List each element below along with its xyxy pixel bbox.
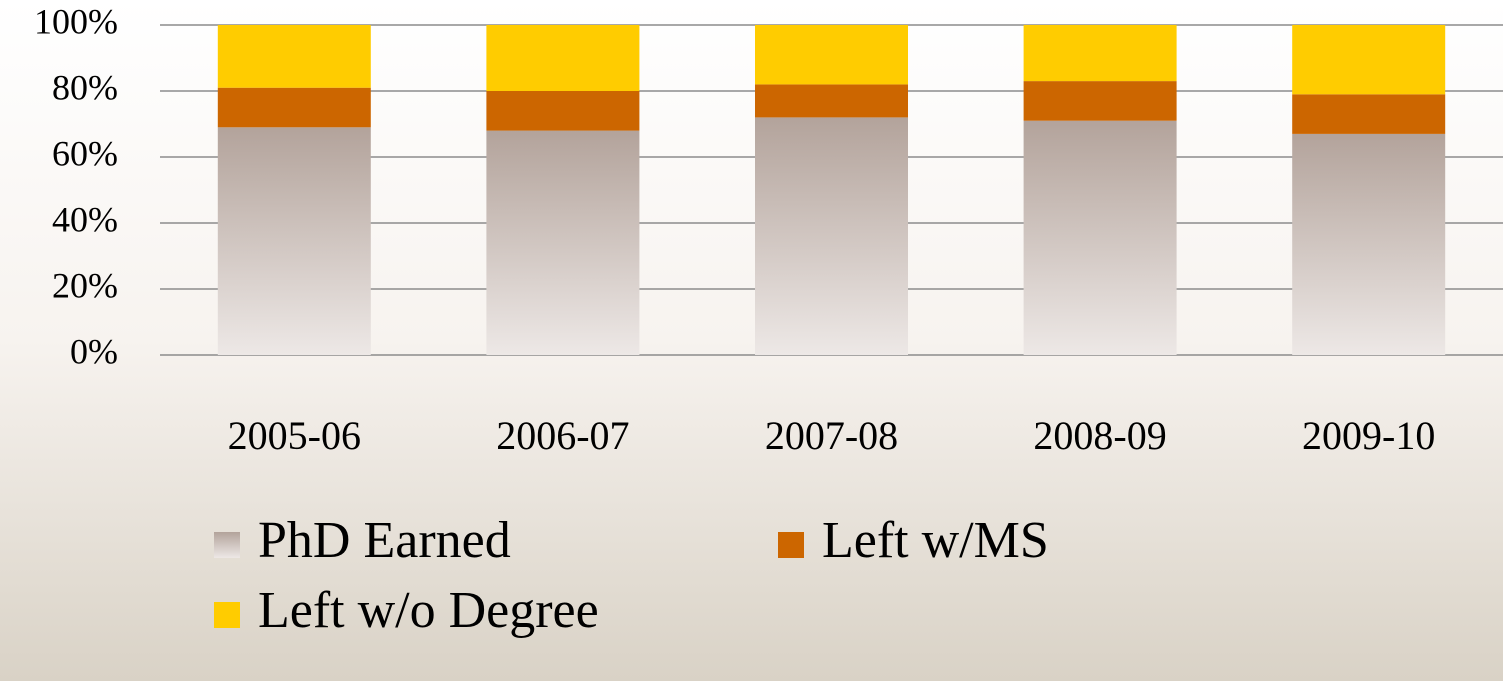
y-tick-label: 40% — [52, 199, 118, 239]
legend-swatch — [778, 532, 804, 558]
y-tick-label: 20% — [52, 265, 118, 305]
bar-segment — [486, 25, 640, 91]
bar-segment — [755, 25, 908, 85]
bar-segment — [755, 117, 908, 356]
bar-segment — [1023, 120, 1177, 355]
bar-segment — [486, 130, 640, 355]
bar-segment — [1292, 25, 1446, 95]
y-tick-label: 80% — [52, 67, 118, 107]
y-tick-label: 0% — [70, 331, 118, 371]
bar-segment — [1023, 25, 1177, 82]
x-tick-label: 2007-08 — [765, 413, 898, 458]
bar-segment — [486, 91, 640, 131]
bar-segment — [217, 87, 371, 128]
legend-label: PhD Earned — [258, 512, 511, 569]
x-tick-label: 2008-09 — [1033, 413, 1166, 458]
bar-segment — [1292, 94, 1446, 134]
x-tick-label: 2009-10 — [1302, 413, 1435, 458]
bar-segment — [755, 84, 908, 118]
legend-label: Left w/MS — [822, 512, 1049, 569]
bar-segment — [1292, 133, 1446, 355]
bar-segment — [1023, 81, 1177, 121]
legend-swatch — [214, 602, 240, 628]
x-tick-label: 2005-06 — [228, 413, 361, 458]
y-tick-label: 60% — [52, 133, 118, 173]
x-tick-label: 2006-07 — [496, 413, 629, 458]
legend-swatch — [214, 532, 240, 558]
y-tick-label: 100% — [34, 1, 118, 41]
bar-segment — [217, 127, 371, 355]
bar-segment — [217, 25, 371, 88]
legend-label: Left w/o Degree — [258, 582, 599, 639]
